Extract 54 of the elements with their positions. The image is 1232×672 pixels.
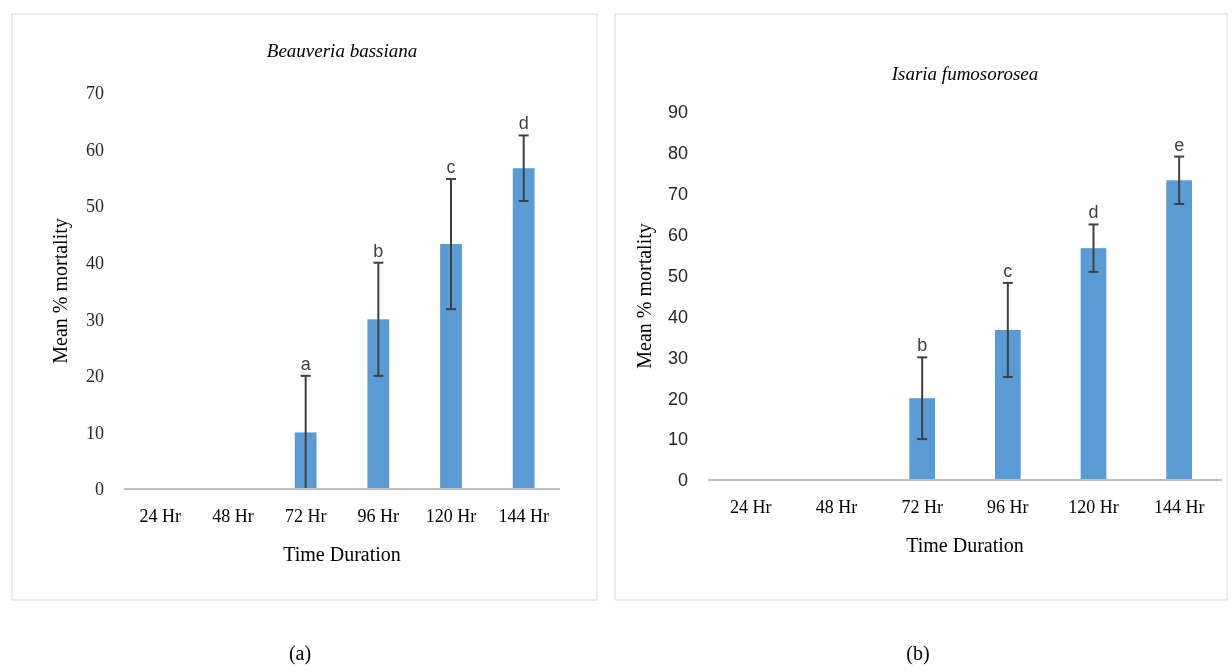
- x-tick-label: 24 Hr: [139, 506, 182, 526]
- bar: [512, 168, 535, 489]
- annotation: e: [1174, 134, 1185, 155]
- bar: [367, 319, 390, 489]
- x-tick-label: 72 Hr: [901, 497, 943, 517]
- x-tick-label: 120 Hr: [425, 506, 477, 526]
- y-tick-label: 0: [677, 470, 688, 491]
- y-tick-label: 40: [667, 306, 688, 327]
- y-tick-label: 20: [86, 366, 104, 387]
- y-axis-title: Mean % mortality: [633, 223, 656, 369]
- annotation: c: [1003, 260, 1013, 281]
- y-tick-label: 0: [95, 479, 104, 500]
- x-tick-label: 120 Hr: [1068, 497, 1119, 517]
- annotation: b: [373, 240, 384, 261]
- x-tick-label: 144 Hr: [498, 506, 549, 526]
- annotation: b: [917, 335, 928, 356]
- y-tick-label: 10: [86, 422, 104, 443]
- annotation: a: [300, 353, 312, 374]
- y-tick-label: 50: [86, 196, 104, 217]
- y-tick-label: 80: [667, 143, 688, 164]
- x-axis-title: Time Duration: [283, 543, 401, 565]
- y-tick-label: 30: [667, 347, 688, 368]
- y-tick-label: 70: [667, 184, 688, 205]
- y-tick-label: 90: [667, 102, 688, 123]
- y-tick-label: 20: [667, 388, 688, 409]
- y-tick-label: 60: [86, 139, 104, 160]
- x-tick-label: 96 Hr: [357, 506, 400, 526]
- bar: [1166, 180, 1193, 480]
- x-tick-label: 48 Hr: [212, 506, 254, 526]
- y-tick-label: 10: [667, 429, 688, 450]
- annotation: c: [446, 156, 456, 177]
- bar: [1080, 248, 1107, 480]
- y-tick-label: 40: [86, 253, 104, 274]
- text: (a): [288, 642, 312, 665]
- annotation: d: [1088, 202, 1099, 223]
- x-axis-title: Time Duration: [906, 534, 1024, 556]
- x-tick-label: 144 Hr: [1153, 497, 1205, 517]
- bar: [994, 329, 1021, 480]
- text: (b): [906, 642, 930, 665]
- y-axis-title: Mean % mortality: [49, 218, 72, 364]
- y-tick-label: 60: [667, 224, 688, 245]
- x-tick-label: 72 Hr: [284, 506, 327, 526]
- bar: [294, 432, 317, 489]
- annotation: d: [518, 113, 529, 134]
- bar: [909, 398, 936, 480]
- chart-title: Isaria fumosorosea: [890, 63, 1039, 84]
- y-tick-label: 50: [667, 265, 688, 286]
- x-tick-label: 24 Hr: [730, 497, 772, 517]
- chart-title: Beauveria bassiana: [266, 40, 418, 61]
- y-tick-label: 70: [86, 83, 104, 104]
- x-tick-label: 96 Hr: [987, 497, 1029, 517]
- x-tick-label: 48 Hr: [815, 497, 858, 517]
- y-tick-label: 30: [86, 309, 104, 330]
- bar: [440, 244, 462, 489]
